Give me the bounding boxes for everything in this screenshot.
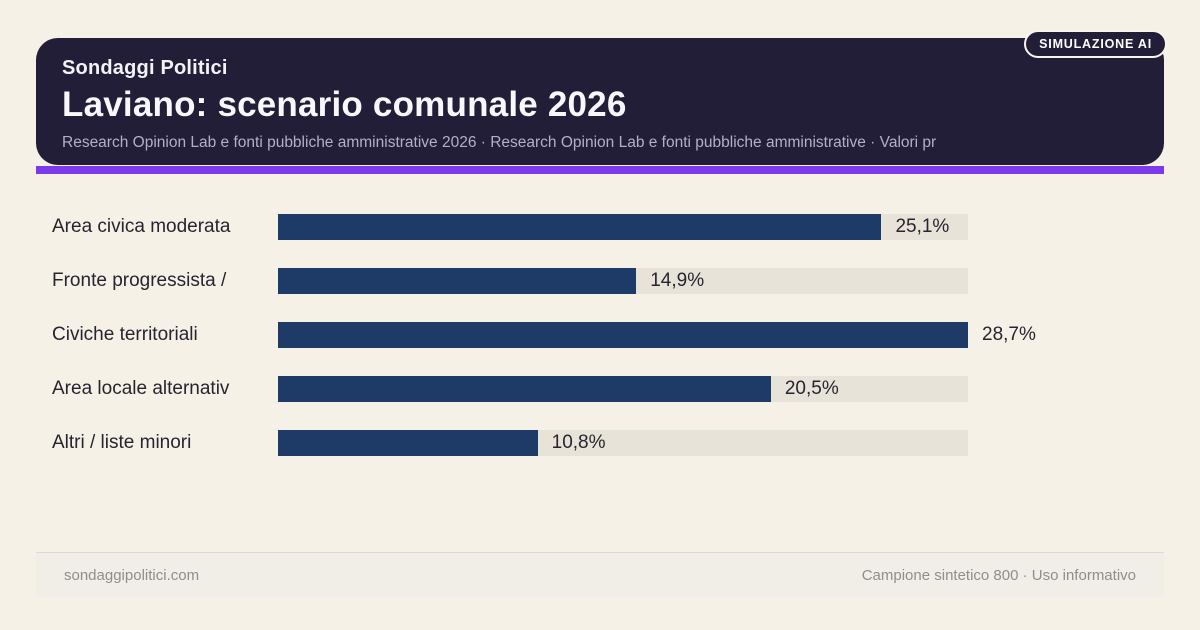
chart-row: Area civica moderata 25,1% <box>36 200 1164 254</box>
header: Sondaggi Politici Laviano: scenario comu… <box>36 38 1164 165</box>
bar-fill <box>278 322 968 348</box>
bar-track: 20,5% <box>278 376 968 402</box>
category-label: Fronte progressista / <box>52 270 227 291</box>
bar-track: 25,1% <box>278 214 968 240</box>
source-subtitle: Research Opinion Lab e fonti pubbliche a… <box>62 134 937 151</box>
bar-track: 28,7% <box>278 322 1036 348</box>
bar-value: 20,5% <box>784 378 839 399</box>
bar-fill <box>278 376 771 402</box>
chart-row: Fronte progressista / 14,9% <box>36 254 1164 308</box>
chart-row: Civiche territoriali 28,7% <box>36 308 1164 362</box>
simulation-badge-label: SIMULAZIONE AI <box>1039 37 1152 51</box>
category-label: Area civica moderata <box>52 216 231 237</box>
accent-bar <box>36 166 1164 174</box>
footer-site: sondaggipolitici.com <box>64 566 200 584</box>
bar-value: 25,1% <box>895 216 950 237</box>
bar-fill <box>278 268 637 294</box>
footer: sondaggipolitici.com Campione sintetico … <box>36 552 1164 597</box>
category-label: Area locale alternativ <box>52 378 230 399</box>
bar-fill <box>278 430 538 456</box>
bar-track: 14,9% <box>278 268 968 294</box>
bar-value: 10,8% <box>551 432 606 453</box>
poll-chart: Area civica moderata 25,1% Fronte progre… <box>36 200 1164 470</box>
bar-value: 14,9% <box>650 270 705 291</box>
chart-row: Altri / liste minori 10,8% <box>36 416 1164 470</box>
page-title: Laviano: scenario comunale 2026 <box>62 85 627 124</box>
category-label: Civiche territoriali <box>52 324 198 345</box>
bar-fill <box>278 214 882 240</box>
simulation-badge: SIMULAZIONE AI <box>1024 30 1167 58</box>
category-label: Altri / liste minori <box>52 432 192 453</box>
footer-note: Campione sintetico 800 · Uso informativo <box>861 566 1136 584</box>
bar-value: 28,7% <box>982 324 1036 345</box>
chart-row: Area locale alternativ 20,5% <box>36 362 1164 416</box>
bar-track: 10,8% <box>278 430 968 456</box>
brand-eyebrow: Sondaggi Politici <box>62 57 228 79</box>
